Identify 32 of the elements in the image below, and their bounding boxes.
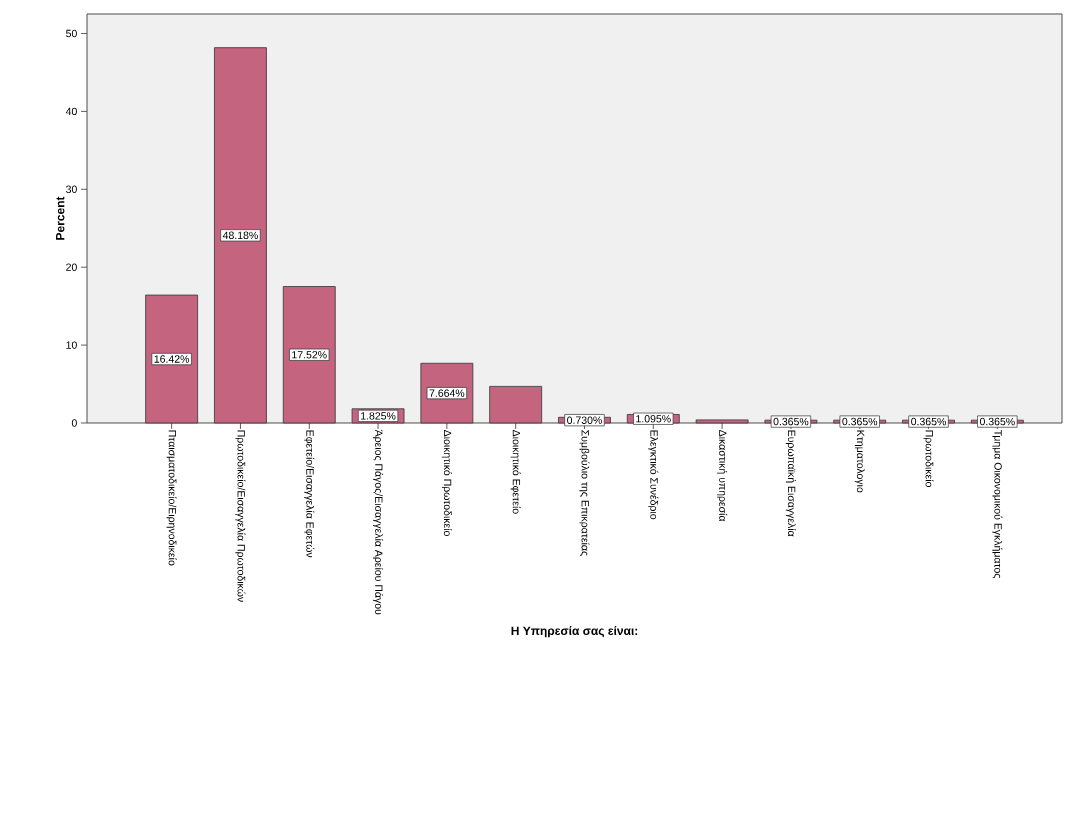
x-tick-label: Πρωτοδικείο/Εισαγγελία Πρωτοδικών (235, 430, 246, 602)
x-tick-label: Συμβούλιο της Επικρατείας (579, 430, 590, 556)
x-axis-title: Η Υπηρεσία σας είναι: (511, 626, 638, 638)
data-label: 7.664% (429, 389, 465, 397)
y-tick-label: 40 (65, 107, 77, 116)
y-tick-label: 20 (66, 263, 77, 271)
x-tick-label: Διοικητικό Πρωτοδικείο (441, 430, 452, 536)
x-tick-label: Εφετείο/Εισαγγελία Εφετών (304, 430, 315, 558)
y-tick-label: 50 (66, 29, 77, 38)
y-tick-label: 10 (66, 341, 77, 349)
data-label: 17.52% (292, 351, 327, 359)
y-axis-title: Percent (56, 196, 65, 240)
data-label: 1.825% (361, 412, 396, 420)
x-tick-label: Ελεγκτικό Συνέδριο (648, 430, 659, 520)
data-label: 0.730% (567, 416, 602, 424)
x-tick-label: Ευρωπαϊκή Εισαγγελία (785, 430, 796, 537)
x-tick-label: Διοικητικό Εφετείο (510, 430, 521, 514)
data-label: 0.365% (842, 417, 878, 426)
data-label: 48.18% (222, 231, 258, 240)
y-tick-label: 30 (66, 185, 77, 193)
x-tick-label: Άρειος Πάγος/Εισαγγελία Αρείου Πάγου (373, 429, 384, 615)
x-tick-label: Τμημα Οικονομικού Εγκλήματος (992, 429, 1003, 579)
x-tick-label: Κτηματολογιο (854, 430, 865, 493)
data-label: 0.365% (979, 417, 1015, 426)
data-label: 1.095% (636, 415, 671, 423)
data-label: 0.365% (911, 417, 946, 426)
data-label: 16.42% (154, 355, 190, 363)
x-tick-label: Πταισματοδικείο/Ειρηνοδικείο (166, 430, 177, 566)
data-label: 0.365% (773, 417, 809, 426)
x-tick-label: Πρωτοδικείο (923, 430, 934, 487)
x-tick-label: Δικαστική υπηρεσία (717, 430, 728, 522)
y-tick-label: 0 (71, 419, 77, 427)
